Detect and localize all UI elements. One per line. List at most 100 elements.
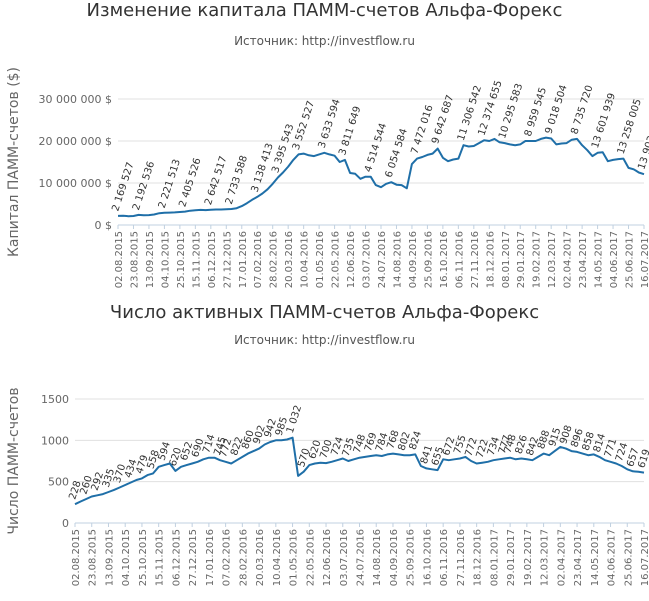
count-x-tick-label: 06.11.2016: [439, 529, 450, 586]
capital-x-tick-label: 04.10.2015: [160, 231, 171, 288]
capital-x-tick-label: 02.08.2015: [114, 231, 125, 288]
capital-x-tick-label: 25.06.2017: [625, 231, 636, 288]
count-x-tick-label: 18.12.2016: [473, 529, 484, 586]
count-x-tick-label: 04.09.2016: [389, 529, 400, 586]
capital-data-label: 3 552 527: [291, 100, 317, 152]
capital-data-label: 6 054 584: [384, 127, 410, 179]
capital-x-tick-label: 04.09.2016: [408, 231, 419, 288]
capital-x-tick-label: 18.12.2016: [485, 231, 496, 288]
capital-x-tick-label: 27.11.2016: [470, 231, 481, 288]
count-chart-panel: Число активных ПАММ-счетов Альфа-Форекс …: [0, 300, 649, 601]
capital-chart-subtitle: Источник: http://investflow.ru: [234, 34, 415, 48]
capital-x-tick-label: 23.08.2015: [129, 231, 140, 288]
count-x-tick-label: 13.09.2015: [104, 529, 115, 586]
capital-chart-svg: 0 $ 10 000 000 $ 20 000 000 $ 30 000 000 $ 0…: [6, 67, 649, 288]
count-x-tick-label: 03.07.2016: [339, 529, 350, 586]
capital-x-tick-label: 29.01.2017: [516, 231, 527, 288]
count-chart-title: Число активных ПАММ-счетов Альфа-Форекс: [109, 302, 540, 323]
count-data-label: 1 032: [285, 404, 304, 435]
count-x-tick-label: 23.08.2015: [88, 529, 99, 586]
count-data-label: 824: [408, 430, 424, 452]
capital-y-axis-title: Капитал ПАММ-счетов ($): [6, 67, 22, 257]
capital-y-tick-label: 0 $: [95, 219, 113, 232]
capital-data-label: 4 514 544: [363, 122, 389, 174]
capital-x-tick-label: 15.11.2015: [191, 231, 202, 288]
count-x-tick-label: 07.02.2016: [222, 529, 233, 586]
count-x-tick-label: 02.04.2017: [556, 529, 567, 586]
capital-series-line: [117, 136, 645, 218]
capital-data-label: 8 735 720: [569, 84, 595, 136]
capital-x-tick-label: 25.10.2015: [176, 231, 187, 288]
capital-x-tick-label: 07.02.2016: [253, 231, 264, 288]
capital-x-tick-label: 16.07.2017: [640, 231, 649, 288]
capital-data-label: 3 633 594: [317, 98, 343, 150]
count-x-tick-label: 22.05.2016: [305, 529, 316, 586]
capital-x-tick-label: 22.05.2016: [331, 231, 342, 288]
count-y-tick-label: 500: [48, 476, 69, 489]
count-x-tick-label: 28.02.2016: [238, 529, 249, 586]
capital-x-tick-label: 03.07.2016: [362, 231, 373, 288]
capital-x-tick-label: 10.04.2016: [300, 231, 311, 288]
count-x-tick-label: 12.03.2017: [540, 529, 551, 586]
count-y-tick-label: 0: [62, 517, 69, 530]
capital-chart-panel: Изменение капитала ПАММ-счетов Альфа-Фор…: [0, 0, 649, 300]
capital-x-tick-label: 16.10.2016: [439, 231, 450, 288]
capital-x-tick-label: 17.01.2016: [238, 231, 249, 288]
capital-x-tick-label: 14.05.2017: [594, 231, 605, 288]
count-y-tick-label: 1000: [41, 434, 69, 447]
count-x-tick-label: 16.10.2016: [422, 529, 433, 586]
count-x-tick-label: 20.03.2016: [255, 529, 266, 586]
count-x-tick-label: 15.11.2015: [155, 529, 166, 586]
capital-data-label: 9 642 687: [430, 94, 456, 146]
capital-chart-title: Изменение капитала ПАММ-счетов Альфа-Фор…: [86, 0, 563, 21]
count-x-tick-label: 14.08.2016: [372, 529, 383, 586]
capital-y-tick-label: 20 000 000 $: [39, 135, 112, 148]
capital-x-tick-label: 13.09.2015: [145, 231, 156, 288]
capital-data-label: 7 472 016: [409, 104, 435, 156]
count-x-tick-label: 08.01.2017: [489, 529, 500, 586]
count-x-tick-label: 04.10.2015: [121, 529, 132, 586]
count-chart-subtitle: Источник: http://investflow.ru: [234, 333, 415, 347]
count-x-tick-label: 27.12.2015: [188, 529, 199, 586]
count-x-tick-label: 06.12.2015: [171, 529, 182, 586]
capital-y-tick-label: 30 000 000 $: [39, 93, 112, 106]
capital-x-tick-label: 01.05.2016: [315, 231, 326, 288]
capital-x-tick-label: 12.03.2017: [547, 231, 558, 288]
capital-x-tick-label: 25.09.2016: [423, 231, 434, 288]
count-x-tick-label: 14.05.2017: [590, 529, 601, 586]
count-x-tick-label: 16.07.2017: [640, 529, 649, 586]
capital-x-tick-label: 28.02.2016: [269, 231, 280, 288]
count-x-tick-label: 12.06.2016: [322, 529, 333, 586]
capital-x-tick-label: 24.07.2016: [377, 231, 388, 288]
capital-y-tick-label: 10 000 000 $: [39, 177, 112, 190]
count-x-tick-label: 29.01.2017: [506, 529, 517, 586]
count-data-label: 619: [636, 448, 649, 470]
count-x-tick-label: 02.08.2015: [71, 529, 82, 586]
count-x-tick-label: 10.04.2016: [272, 529, 283, 586]
capital-x-tick-label: 08.01.2017: [501, 231, 512, 288]
count-x-tick-label: 24.07.2016: [356, 529, 367, 586]
capital-x-tick-label: 02.04.2017: [563, 231, 574, 288]
capital-data-label: 13 903 784: [636, 113, 649, 171]
capital-x-tick-label: 06.11.2016: [454, 231, 465, 288]
count-series-line: [74, 436, 645, 506]
count-x-tick-label: 01.05.2016: [289, 529, 300, 586]
count-x-tick-label: 25.10.2015: [138, 529, 149, 586]
capital-x-tick-label: 04.06.2017: [609, 231, 620, 288]
count-y-tick-label: 1500: [41, 393, 69, 406]
capital-x-tick-label: 23.04.2017: [578, 231, 589, 288]
count-y-axis-title: Число ПАММ-счетов: [6, 387, 22, 534]
count-x-tick-label: 25.09.2016: [406, 529, 417, 586]
count-x-tick-label: 25.06.2017: [623, 529, 634, 586]
capital-x-tick-label: 20.03.2016: [284, 231, 295, 288]
count-x-tick-label: 23.04.2017: [573, 529, 584, 586]
capital-data-label: 13 258 005: [616, 98, 644, 156]
capital-x-tick-label: 14.08.2016: [392, 231, 403, 288]
capital-x-tick-label: 19.02.2017: [532, 231, 543, 288]
capital-x-tick-label: 12.06.2016: [346, 231, 357, 288]
count-x-tick-label: 04.06.2017: [607, 529, 618, 586]
count-x-tick-label: 17.01.2016: [205, 529, 216, 586]
capital-x-tick-label: 06.12.2015: [207, 231, 218, 288]
capital-data-label: 3 811 649: [337, 105, 363, 157]
capital-x-tick-label: 27.12.2015: [222, 231, 233, 288]
